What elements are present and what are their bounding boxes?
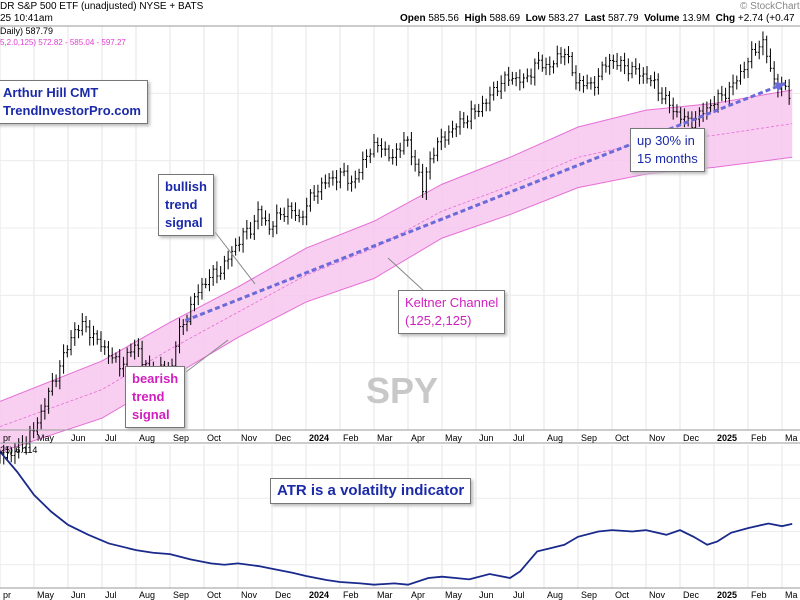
atr-x-tick-label: Jul	[513, 590, 525, 600]
atr-x-tick-label: Nov	[649, 590, 666, 600]
stockcharts-brand: © StockCharts	[740, 1, 800, 12]
atr-x-tick-label: Dec	[683, 590, 700, 600]
author-name: Arthur Hill CMT	[3, 85, 99, 100]
x-tick-label: Dec	[275, 433, 292, 443]
up30-line1: up 30% in	[637, 133, 695, 148]
atr-x-tick-label: Apr	[411, 590, 425, 600]
keltner-legend: 5,2.0,125) 572.82 - 585.04 - 597.27	[0, 38, 126, 47]
last-value: 587.79	[607, 13, 639, 24]
atr-x-tick-label: 2024	[309, 590, 329, 600]
x-tick-label: Jun	[71, 433, 86, 443]
atr-x-tick-label: Jun	[479, 590, 494, 600]
last-label: Last	[584, 13, 606, 24]
atr-legend: 25) 6.114	[0, 445, 38, 455]
atr-x-tick-label: Jun	[71, 590, 86, 600]
chg-value: +2.74 (+0.47	[737, 13, 795, 24]
keltner-upper-line	[0, 89, 793, 402]
keltner-line2: (125,2,125)	[405, 313, 472, 328]
volume-label: Volume	[644, 13, 680, 24]
x-tick-label: Oct	[615, 433, 630, 443]
chg-label: Chg	[715, 13, 736, 24]
up30-line2: 15 months	[637, 151, 698, 166]
atr-x-tick-label: Dec	[275, 590, 292, 600]
atr-annotation: ATR is a volatilty indicator	[270, 478, 472, 504]
trend-arrow-head	[774, 82, 786, 92]
atr-x-tick-label: 2025	[717, 590, 737, 600]
x-tick-label: Jul	[513, 433, 525, 443]
x-tick-label: Ma	[785, 433, 798, 443]
chart-timestamp: 25 10:41am	[0, 13, 53, 24]
x-tick-label: Oct	[207, 433, 222, 443]
atr-x-tick-label: pr	[3, 590, 11, 600]
chart-header: DR S&P 500 ETF (unadjusted) NYSE + BATS …	[0, 0, 800, 26]
bearish-line1: bearish	[132, 371, 179, 386]
open-label: Open	[400, 13, 426, 24]
x-tick-label: Dec	[683, 433, 700, 443]
volume-value: 13.9M	[682, 13, 711, 24]
atr-x-tick-label: Sep	[173, 590, 189, 600]
bullish-annotation: bullish trend signal	[158, 174, 214, 236]
ticker-watermark: SPY	[366, 370, 439, 411]
trend-arrow-line	[184, 81, 786, 322]
chart-title: DR S&P 500 ETF (unadjusted) NYSE + BATS	[0, 1, 204, 12]
atr-x-tick-label: Feb	[751, 590, 767, 600]
keltner-channel-band	[0, 89, 793, 452]
keltner-line1: Keltner Channel	[405, 295, 499, 310]
author-site: TrendInvestorPro.com	[3, 103, 141, 118]
high-value: 588.69	[489, 13, 521, 24]
atr-x-tick-label: Feb	[343, 590, 359, 600]
keltner-annotation: Keltner Channel (125,2,125)	[398, 290, 506, 334]
bearish-pointer	[185, 339, 229, 373]
bullish-pointer	[214, 231, 256, 285]
x-tick-label: Nov	[241, 433, 258, 443]
bullish-line2: trend	[165, 197, 198, 212]
bearish-annotation: bearish trend signal	[125, 366, 186, 428]
ohlc-readout: Open 585.56 High 588.69 Low 583.27 Last …	[400, 13, 795, 24]
atr-x-tick-label: Oct	[615, 590, 630, 600]
x-tick-label: Feb	[751, 433, 767, 443]
bearish-line2: trend	[132, 389, 165, 404]
atr-x-tick-label: Oct	[207, 590, 222, 600]
open-value: 585.56	[428, 13, 459, 24]
x-tick-label: Apr	[411, 433, 425, 443]
low-label: Low	[525, 13, 546, 24]
x-tick-label: Feb	[343, 433, 359, 443]
x-tick-label: 2025	[717, 433, 737, 443]
x-tick-label: Jul	[105, 433, 117, 443]
atr-x-tick-label: Sep	[581, 590, 597, 600]
bullish-line3: signal	[165, 215, 203, 230]
x-tick-label: Aug	[547, 433, 563, 443]
atr-x-tick-label: Jul	[105, 590, 117, 600]
atr-x-tick-label: Nov	[241, 590, 258, 600]
atr-x-tick-label: May	[37, 590, 55, 600]
x-tick-label: pr	[3, 433, 11, 443]
atr-x-tick-label: Ma	[785, 590, 798, 600]
author-box: Arthur Hill CMT TrendInvestorPro.com	[0, 80, 148, 124]
x-tick-label: Sep	[581, 433, 597, 443]
up30-annotation: up 30% in 15 months	[630, 128, 705, 172]
x-tick-label: 2024	[309, 433, 329, 443]
atr-x-tick-label: Aug	[139, 590, 155, 600]
x-tick-label: Sep	[173, 433, 189, 443]
x-tick-label: May	[37, 433, 55, 443]
low-value: 583.27	[548, 13, 580, 24]
keltner-pointer	[387, 257, 426, 293]
x-tick-label: Mar	[377, 433, 393, 443]
bearish-line3: signal	[132, 407, 170, 422]
atr-x-tick-label: Aug	[547, 590, 563, 600]
x-tick-label: May	[445, 433, 463, 443]
atr-x-tick-label: Mar	[377, 590, 393, 600]
atr-x-tick-label: May	[445, 590, 463, 600]
x-tick-label: Aug	[139, 433, 155, 443]
bullish-line1: bullish	[165, 179, 207, 194]
x-tick-label: Jun	[479, 433, 494, 443]
price-legend: Daily) 587.79	[0, 26, 54, 36]
x-tick-label: Nov	[649, 433, 666, 443]
atr-line	[0, 451, 793, 586]
high-label: High	[464, 13, 487, 24]
